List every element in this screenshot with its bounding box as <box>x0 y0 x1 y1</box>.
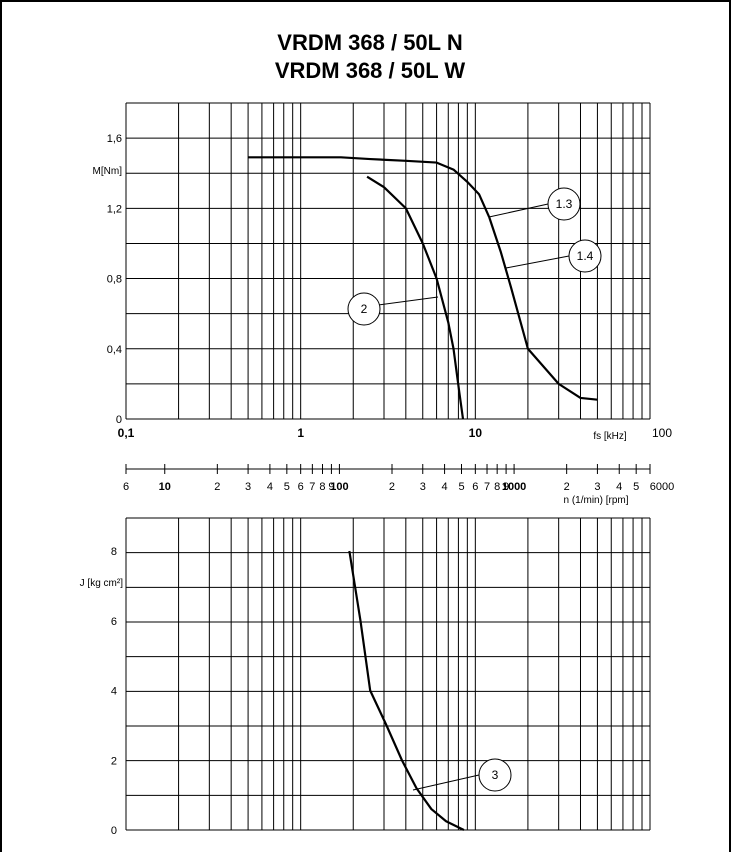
callout-circle-3 <box>478 758 512 792</box>
rpm-tick-label: 100 <box>330 481 348 493</box>
rpm-tick-label: 5 <box>458 481 464 493</box>
chart-subtitle: VRDM 368 / 50L W <box>275 58 466 83</box>
inertia-curve-3 <box>348 550 465 831</box>
rpm-tick-label: 9 <box>503 481 509 493</box>
callout-label-2: 2 <box>361 302 368 316</box>
y-tick-label: 1,2 <box>107 203 122 215</box>
j-tick-label: 4 <box>111 686 117 698</box>
rpm-tick-label: 2 <box>564 481 570 493</box>
rpm-tick-label: 5 <box>633 481 639 493</box>
y-tick-label: 0 <box>116 414 122 426</box>
y-tick-label: 0,4 <box>107 344 122 356</box>
rpm-tick-label: 3 <box>594 481 600 493</box>
torque-curve-2 <box>366 175 465 420</box>
rpm-tick-label: 7 <box>309 481 315 493</box>
rpm-tick-label: 9 <box>328 481 334 493</box>
rpm-tick-label: 3 <box>420 481 426 493</box>
rpm-tick-label: 7 <box>484 481 490 493</box>
rpm-tick-label: 6000 <box>650 481 674 493</box>
torque-axis-label: M[Nm] <box>93 166 123 177</box>
rpm-tick-label: 2 <box>389 481 395 493</box>
rpm-tick-label: 4 <box>267 481 273 493</box>
j-tick-label: 8 <box>111 546 117 558</box>
callout-circle-1.4 <box>568 239 602 273</box>
torque-plot: 0 0,4 0,8 1,2 1,6 M[Nm] 0,1 1 10 100 fs [kHz] 1.3 1.… <box>93 102 672 442</box>
callout-label-3: 3 <box>492 768 499 782</box>
x-tick-label: 0,1 <box>118 426 135 440</box>
frequency-axis-label: fs [kHz] <box>593 431 627 442</box>
j-tick-label: 0 <box>111 825 117 837</box>
torque-curve-1.4 <box>488 216 598 401</box>
rpm-tick-label: 2 <box>214 481 220 493</box>
y-tick-label: 0,8 <box>107 274 122 286</box>
rpm-tick-label: 3 <box>245 481 251 493</box>
inertia-plot: 0 2 4 6 8 J [kg cm²] 3 <box>80 517 651 837</box>
callout-label-1.4: 1.4 <box>577 249 594 263</box>
rpm-axis-label: n (1/min) [rpm] <box>563 495 628 506</box>
rpm-tick-label: 6 <box>123 481 129 493</box>
y-tick-label: 1,6 <box>107 133 122 145</box>
rpm-tick-label: 8 <box>319 481 325 493</box>
callout-circle-2 <box>347 292 381 326</box>
x-tick-label: 100 <box>652 426 672 440</box>
j-tick-label: 6 <box>111 616 117 628</box>
inertia-axis-label: J [kg cm²] <box>80 578 124 589</box>
rpm-tick-label: 4 <box>442 481 448 493</box>
chart-title: VRDM 368 / 50L N <box>277 30 462 55</box>
x-tick-label: 1 <box>297 426 304 440</box>
rpm-tick-label: 1000 <box>502 481 526 493</box>
rpm-tick-label: 4 <box>616 481 622 493</box>
callout-circle-1.3 <box>547 187 581 221</box>
torque-curve-1.3 <box>248 156 491 218</box>
x-tick-label: 10 <box>469 426 483 440</box>
rpm-tick-label: 6 <box>298 481 304 493</box>
callout-leader-1.4 <box>505 255 570 269</box>
callout-leader-1.3 <box>488 203 549 218</box>
rpm-tick-label: 10 <box>159 481 171 493</box>
rpm-tick-label: 8 <box>494 481 500 493</box>
callout-leader-3 <box>412 774 480 791</box>
callout-label-1.3: 1.3 <box>556 197 573 211</box>
j-tick-label: 2 <box>111 755 117 767</box>
rpm-tick-label: 5 <box>284 481 290 493</box>
rpm-tick-label: 6 <box>472 481 478 493</box>
